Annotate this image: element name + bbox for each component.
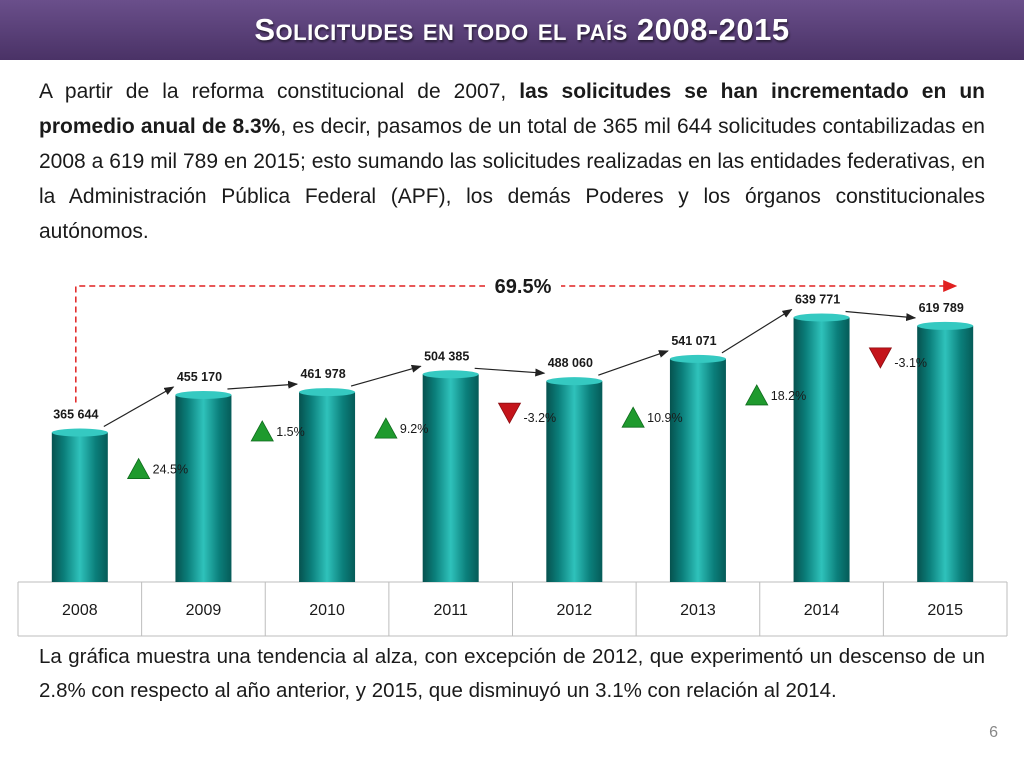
change-arrow-6 — [721, 308, 793, 354]
total-change-arrow — [75, 280, 958, 403]
bar-cap-2012 — [546, 377, 603, 386]
up-triangle-icon — [745, 384, 769, 406]
change-arrow-2 — [227, 380, 299, 390]
tick-label-2014: 2014 — [804, 602, 840, 619]
change-arrow-1 — [103, 386, 175, 428]
bar-2012 — [546, 381, 603, 582]
outro-paragraph: La gráfica muestra una tendencia al alza… — [39, 645, 985, 702]
bar-cap-2009 — [175, 390, 232, 399]
page-number: 6 — [989, 724, 998, 741]
bar-cap-2011 — [422, 370, 479, 379]
change-arrow-5 — [598, 350, 669, 376]
change-label-2: 1.5% — [276, 425, 305, 439]
intro-bold-text: las solicitudes se han incrementado en u… — [39, 80, 986, 138]
up-triangle-icon — [374, 417, 398, 439]
change-label-1: 24.5% — [153, 463, 188, 477]
change-label-3: 9.2% — [400, 422, 429, 436]
bar-cap-2014 — [793, 313, 850, 322]
change-label-7: -3.1% — [894, 356, 927, 370]
title-bar: Solicitudes en todo el país 2008-2015 — [0, 0, 1024, 60]
change-label-6: 18.2% — [771, 389, 806, 403]
total-change-label: 69.5% — [495, 276, 552, 298]
value-label-2008: 365 644 — [53, 408, 98, 422]
intro-paragraph: A partir de la reforma constitucional de… — [39, 74, 985, 249]
value-label-2013: 541 071 — [671, 334, 716, 348]
bar-cap-2008 — [51, 428, 108, 437]
value-label-2012: 488 060 — [548, 356, 593, 370]
bar-cap-2010 — [299, 388, 356, 397]
bar-chart: 365 644 2008 455 170 2009 461 978 2010 504 385… — [17, 272, 1008, 637]
value-label-2015: 619 789 — [919, 301, 964, 315]
bar-2010 — [299, 392, 356, 582]
change-label-5: 10.9% — [647, 411, 682, 425]
value-label-2011: 504 385 — [424, 349, 469, 363]
down-triangle-icon — [868, 347, 893, 369]
bar-2011 — [422, 374, 479, 582]
bar-2013 — [669, 358, 726, 582]
change-arrow-4 — [474, 367, 546, 377]
value-label-2010: 461 978 — [300, 367, 345, 381]
up-triangle-icon — [250, 420, 274, 442]
tick-label-2012: 2012 — [557, 602, 593, 619]
up-triangle-icon — [621, 406, 645, 428]
change-label-4: -3.2% — [524, 411, 557, 425]
value-label-2009: 455 170 — [177, 370, 222, 384]
page-title: Solicitudes en todo el país 2008-2015 — [254, 12, 790, 47]
up-triangle-icon — [126, 457, 151, 479]
down-triangle-icon — [497, 402, 522, 424]
value-label-2014: 639 771 — [795, 292, 840, 306]
tick-label-2010: 2010 — [309, 602, 345, 619]
bar-cap-2013 — [669, 354, 726, 363]
tick-label-2009: 2009 — [186, 602, 222, 619]
tick-label-2015: 2015 — [927, 602, 963, 619]
bar-cap-2015 — [917, 321, 974, 330]
bar-2014 — [793, 317, 850, 582]
intro-text-2: , es decir, pasamos de un total de 365 m… — [39, 115, 985, 243]
change-arrow-7 — [845, 310, 917, 322]
bar-2015 — [917, 325, 974, 582]
total-change-label-bg — [485, 272, 561, 298]
intro-text-1: A partir de la reforma constitucional de… — [39, 80, 520, 103]
change-arrow-3 — [350, 364, 422, 387]
tick-label-2013: 2013 — [680, 602, 716, 619]
tick-label-2008: 2008 — [62, 602, 98, 619]
tick-label-2011: 2011 — [433, 602, 468, 619]
bar-2008 — [51, 432, 108, 582]
bar-2009 — [175, 394, 232, 582]
